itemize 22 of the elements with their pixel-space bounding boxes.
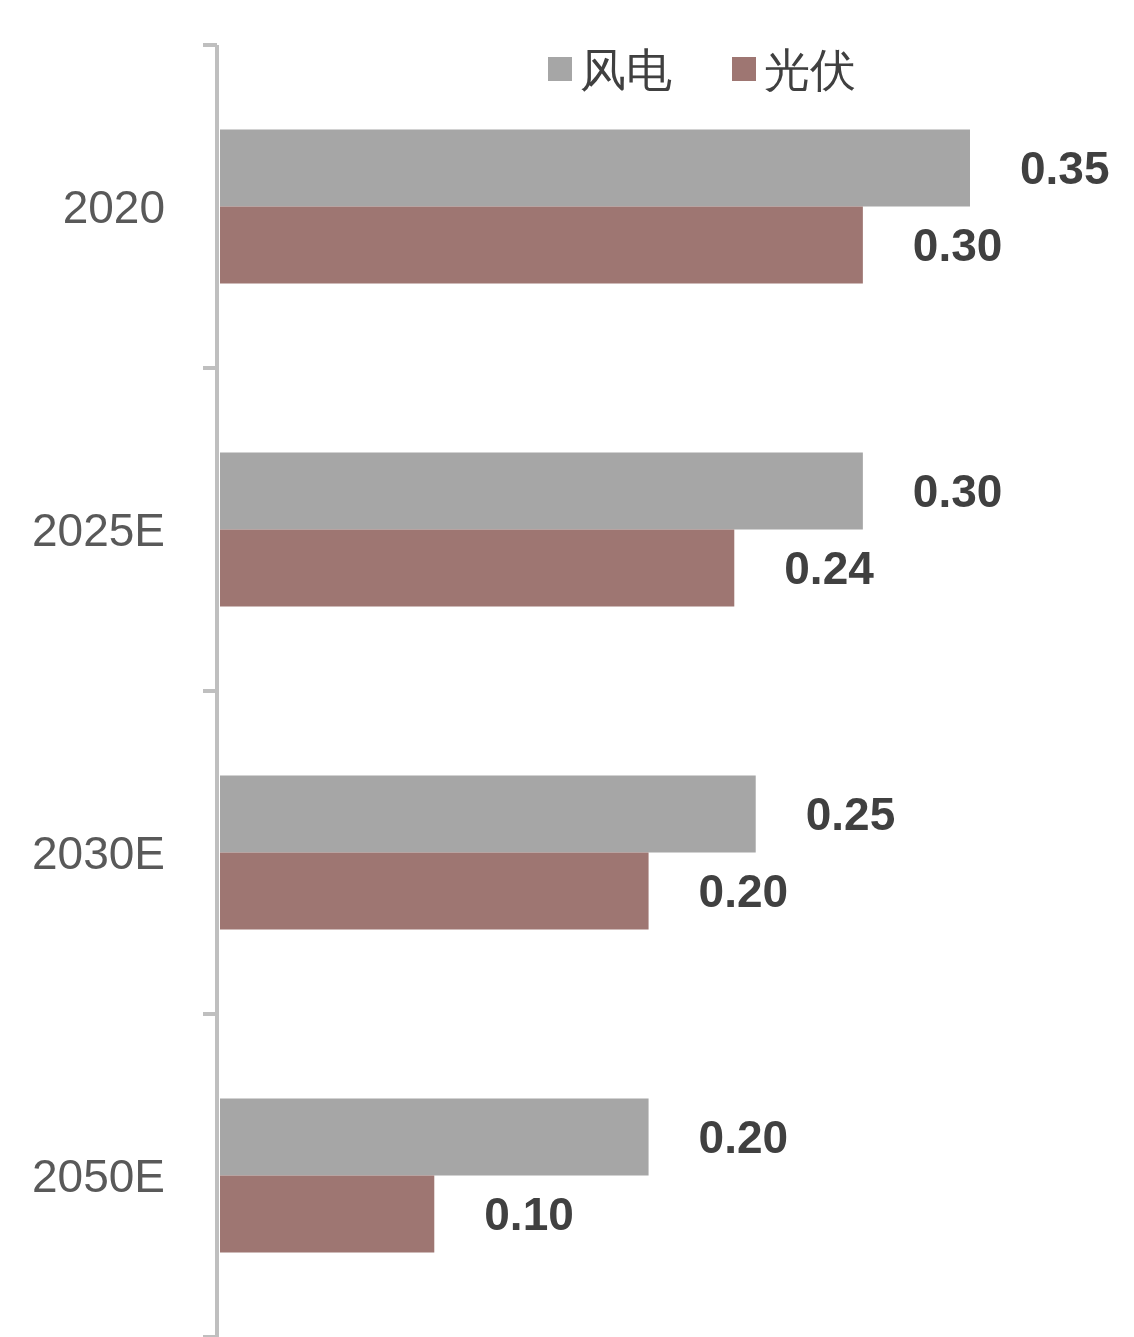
y-tick-label: 2050E [31, 1149, 165, 1202]
data-label: 0.24 [784, 542, 875, 594]
bar [220, 452, 863, 530]
bar [220, 1175, 435, 1253]
bar [220, 775, 756, 853]
bar [220, 529, 735, 607]
legend-label: 风电 [580, 44, 672, 96]
data-label: 0.30 [912, 219, 1003, 271]
data-label: 0.20 [698, 865, 789, 917]
data-label: 0.35 [1020, 142, 1110, 194]
y-tick-label: 2025E [31, 503, 165, 556]
data-label: 0.30 [912, 465, 1003, 517]
y-tick-label: 2030E [31, 826, 165, 879]
data-label: 0.20 [698, 1111, 789, 1163]
bar [220, 129, 970, 207]
bar [220, 1098, 649, 1176]
bar [220, 206, 863, 284]
bar [220, 852, 649, 930]
data-label: 0.25 [805, 788, 896, 840]
y-tick-label: 2020 [62, 180, 165, 233]
legend-label: 光伏 [764, 44, 856, 96]
data-label: 0.10 [484, 1188, 574, 1240]
